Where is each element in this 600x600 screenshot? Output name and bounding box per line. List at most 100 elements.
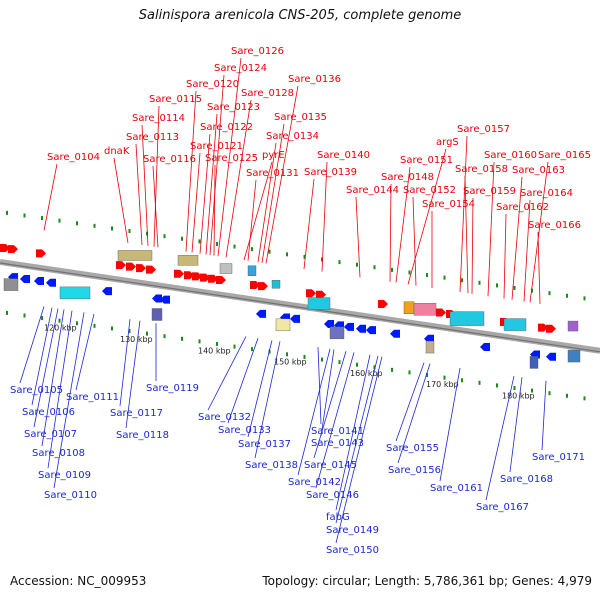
bottom-gene-label: Sare_0110 (44, 490, 97, 501)
tick-mark (478, 280, 481, 285)
tick-mark (146, 331, 148, 336)
bottom-gene-label: Sare_0111 (66, 392, 119, 403)
forward-gene-arrow (200, 273, 210, 282)
label-leader-line (19, 306, 45, 384)
tick-mark (23, 213, 26, 218)
bottom-gene-label: Sare_0168 (500, 474, 553, 485)
tick-mark (321, 357, 323, 362)
label-leader-line (412, 196, 417, 286)
tick-mark (391, 267, 393, 272)
bottom-gene-label: Sare_0109 (38, 470, 91, 481)
top-gene-label: Sare_0139 (304, 167, 357, 178)
forward-gene-arrow (146, 265, 156, 274)
label-leader-line (317, 347, 322, 425)
label-leader-line (43, 163, 58, 231)
tick-mark (461, 278, 463, 283)
label-leader-line (247, 179, 257, 261)
label-leader-line (152, 165, 159, 248)
label-leader-line (261, 123, 285, 263)
top-gene-label: Sare_0148 (381, 172, 434, 183)
label-leader-line (207, 336, 247, 411)
top-gene-label: Sare_0166 (528, 220, 581, 231)
tick-mark (496, 283, 498, 288)
label-leader-line (389, 183, 392, 282)
forward-gene-arrow (136, 264, 146, 273)
bottom-gene-label: Sare_0108 (32, 448, 85, 459)
forward-gene-arrow (538, 323, 548, 332)
forward-gene-arrow (546, 324, 556, 333)
bottom-gene-label: Sare_0145 (304, 460, 357, 471)
scale-label: 140 kbp (198, 346, 231, 355)
label-leader-line (397, 363, 431, 464)
top-gene-label: Sare_0165 (538, 150, 591, 161)
feature-box-tan (425, 340, 435, 354)
tick-mark (583, 396, 586, 401)
tick-mark (233, 344, 236, 349)
label-leader-line (523, 199, 531, 302)
reverse-gene-arrow (256, 309, 266, 318)
label-leader-line (509, 377, 523, 473)
reverse-gene-arrow (366, 326, 376, 335)
reverse-gene-arrow (290, 314, 300, 323)
top-gene-label: Sare_0131 (246, 168, 299, 179)
bottom-gene-label: Sare_0105 (10, 385, 63, 396)
feature-box-tan (177, 255, 199, 266)
tick-mark (426, 273, 428, 278)
feature-box-cyan (503, 318, 527, 331)
label-leader-line (141, 124, 149, 246)
feature-box-cyan (271, 280, 281, 289)
label-leader-line (471, 197, 474, 294)
label-leader-line (53, 312, 85, 489)
label-leader-line (303, 178, 315, 270)
forward-gene-arrow (216, 275, 226, 284)
tick-mark (548, 391, 551, 396)
reverse-gene-arrow (152, 294, 162, 303)
top-gene-label: Sare_0164 (520, 188, 573, 199)
top-gene-label: Sare_0144 (346, 185, 399, 196)
map-title: Salinispora arenicola CNS-205, complete … (138, 8, 462, 23)
label-leader-line (257, 142, 277, 263)
forward-gene-arrow (436, 308, 446, 317)
label-leader-line (321, 161, 328, 272)
forward-gene-arrow (0, 244, 10, 252)
tick-mark (233, 244, 236, 249)
label-leader-line (119, 319, 131, 407)
top-gene-label: Sare_0154 (422, 199, 475, 210)
top-gene-label: Sare_0159 (463, 186, 516, 197)
tick-mark (216, 341, 218, 346)
label-leader-line (503, 213, 507, 299)
feature-box-blue (247, 265, 257, 276)
top-gene-label: Sare_0135 (274, 112, 327, 123)
reverse-gene-arrow (546, 352, 556, 361)
bottom-gene-label: Sare_0119 (146, 383, 199, 394)
bottom-gene-label: Sare_0171 (532, 452, 585, 463)
tick-mark (461, 378, 463, 383)
label-leader-line (225, 99, 252, 258)
bottom-gene-label: Sare_0137 (238, 439, 291, 450)
tick-mark (251, 247, 253, 252)
label-leader-line (209, 74, 225, 256)
tick-mark (566, 393, 568, 398)
label-leader-line (487, 161, 495, 297)
label-leader-line (395, 166, 411, 283)
bottom-gene-label: Sare_0142 (288, 477, 341, 488)
label-leader-line (247, 340, 273, 438)
bottom-gene-label: Sare_0167 (476, 502, 529, 513)
scale-label: 170 kbp (426, 380, 459, 389)
reverse-gene-arrow (46, 278, 56, 287)
label-leader-line (254, 341, 281, 459)
tick-mark (583, 296, 586, 301)
bottom-gene-label: Sare_0106 (22, 407, 75, 418)
tick-mark (408, 370, 411, 375)
bottom-gene-label: Sare_0107 (24, 429, 77, 440)
tick-mark (548, 291, 551, 296)
tick-mark (443, 375, 446, 380)
tick-mark (321, 257, 323, 262)
label-leader-line (217, 57, 242, 257)
top-gene-label: Sare_0104 (47, 152, 100, 163)
tick-mark (198, 239, 201, 244)
forward-gene-arrow (116, 261, 126, 270)
label-leader-line (227, 338, 259, 424)
label-leader-line (335, 355, 379, 524)
